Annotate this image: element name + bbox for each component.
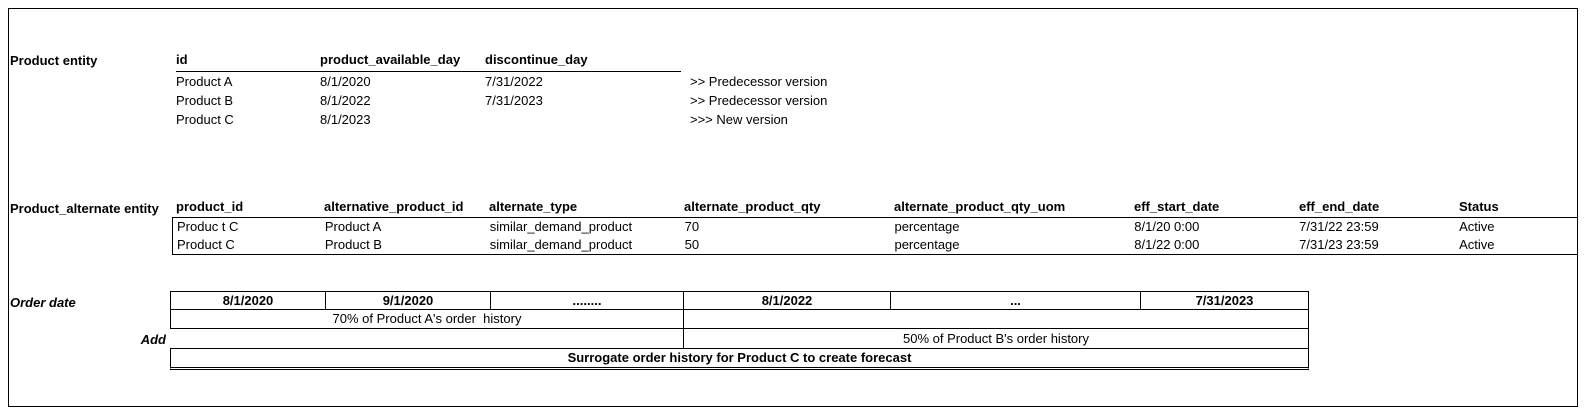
order-date-label: Order date bbox=[10, 295, 76, 310]
product-alternate-entity-label: Product_alternate entity bbox=[10, 201, 159, 216]
column-header-product-id: product_id bbox=[176, 199, 244, 214]
product-alternate-data-box: Produc t C Product A similar_demand_prod… bbox=[172, 218, 1578, 255]
cell-eff-start-date: 8/1/20 0:00 bbox=[1134, 219, 1200, 234]
cell-alternative-product-id: Product B bbox=[324, 237, 382, 252]
cell-alternate-product-qty-uom: percentage bbox=[894, 237, 960, 252]
table-row: Product A 8/1/2020 7/31/2022 >> Predeces… bbox=[176, 72, 827, 91]
cell-available-day: 8/1/2020 bbox=[320, 74, 371, 89]
cell-status: Active bbox=[1459, 237, 1495, 252]
table-row: Product B 8/1/2022 7/31/2023 >> Predeces… bbox=[176, 91, 827, 110]
cell-alternative-product-id: Product A bbox=[324, 219, 382, 234]
cell-status: Active bbox=[1459, 219, 1495, 234]
column-header-product-available-day: product_available_day bbox=[320, 52, 461, 67]
column-header-alternative-product-id: alternative_product_id bbox=[324, 199, 464, 214]
cell-discontinue-day: 7/31/2022 bbox=[485, 74, 543, 89]
table-row: Product C Product B similar_demand_produ… bbox=[173, 236, 1577, 254]
product-alternate-entity-table: product_id alternative_product_id altern… bbox=[172, 199, 1578, 255]
column-header-discontinue-day: discontinue_day bbox=[485, 52, 588, 67]
cell-eff-end-date: 7/31/23 23:59 bbox=[1299, 237, 1379, 252]
cell-product-id: Product C bbox=[177, 237, 235, 252]
cell-discontinue-day bbox=[485, 110, 681, 129]
page-frame bbox=[8, 8, 1578, 407]
column-header-alternate-type: alternate_type bbox=[489, 199, 578, 214]
add-label: Add bbox=[140, 332, 166, 347]
product-b-history-box: 50% of Product B's order history bbox=[683, 328, 1309, 349]
cell-alternate-product-qty: 50 bbox=[684, 237, 700, 252]
timeline-date-row: 8/1/2020 9/1/2020 ........ 8/1/2022 ... … bbox=[170, 291, 1309, 310]
timeline-date-cell: 7/31/2023 bbox=[1140, 291, 1309, 310]
cell-alternate-product-qty: 70 bbox=[684, 219, 700, 234]
product-a-history-box: 70% of Product A's order history bbox=[170, 309, 684, 329]
surrogate-history-box: Surrogate order history for Product C to… bbox=[170, 348, 1309, 370]
column-header-alternate-product-qty: alternate_product_qty bbox=[684, 199, 821, 214]
column-header-id: id bbox=[176, 52, 188, 67]
column-header-eff-start-date: eff_start_date bbox=[1134, 199, 1220, 214]
table-row: Product C 8/1/2023 >>> New version bbox=[176, 110, 827, 129]
cell-product-id: Product C bbox=[176, 112, 234, 127]
timeline-date-cell: ... bbox=[890, 291, 1141, 310]
cell-discontinue-day: 7/31/2023 bbox=[485, 93, 543, 108]
timeline-date-cell: 9/1/2020 bbox=[325, 291, 491, 310]
row-annotation: >> Predecessor version bbox=[690, 93, 828, 108]
product-b-history-empty-box bbox=[683, 309, 1309, 329]
row-annotation: >> Predecessor version bbox=[690, 74, 828, 89]
cell-eff-end-date: 7/31/22 23:59 bbox=[1299, 219, 1379, 234]
column-header-eff-end-date: eff_end_date bbox=[1299, 199, 1380, 214]
column-header-status: Status bbox=[1459, 199, 1499, 214]
product-entity-header-row: id product_available_day discontinue_day bbox=[176, 51, 681, 72]
cell-available-day: 8/1/2022 bbox=[320, 93, 371, 108]
product-entity-label: Product entity bbox=[10, 53, 98, 68]
timeline-date-cell: 8/1/2022 bbox=[683, 291, 891, 310]
cell-alternate-type: similar_demand_product bbox=[489, 237, 633, 252]
timeline-date-cell: ........ bbox=[490, 291, 684, 310]
cell-eff-start-date: 8/1/22 0:00 bbox=[1134, 237, 1200, 252]
cell-alternate-product-qty-uom: percentage bbox=[894, 219, 960, 234]
cell-alternate-type: similar_demand_product bbox=[489, 219, 633, 234]
cell-product-id: Produc t C bbox=[177, 219, 239, 234]
cell-available-day: 8/1/2023 bbox=[320, 112, 371, 127]
product-alternate-header-row: product_id alternative_product_id altern… bbox=[172, 199, 1578, 218]
product-entity-table: id product_available_day discontinue_day… bbox=[176, 51, 827, 129]
cell-product-id: Product A bbox=[176, 74, 233, 89]
column-header-alternate-product-qty-uom: alternate_product_qty_uom bbox=[894, 199, 1066, 214]
row-annotation: >>> New version bbox=[690, 112, 788, 127]
cell-product-id: Product B bbox=[176, 93, 234, 108]
timeline-date-cell: 8/1/2020 bbox=[170, 291, 326, 310]
table-row: Produc t C Product A similar_demand_prod… bbox=[173, 218, 1577, 236]
